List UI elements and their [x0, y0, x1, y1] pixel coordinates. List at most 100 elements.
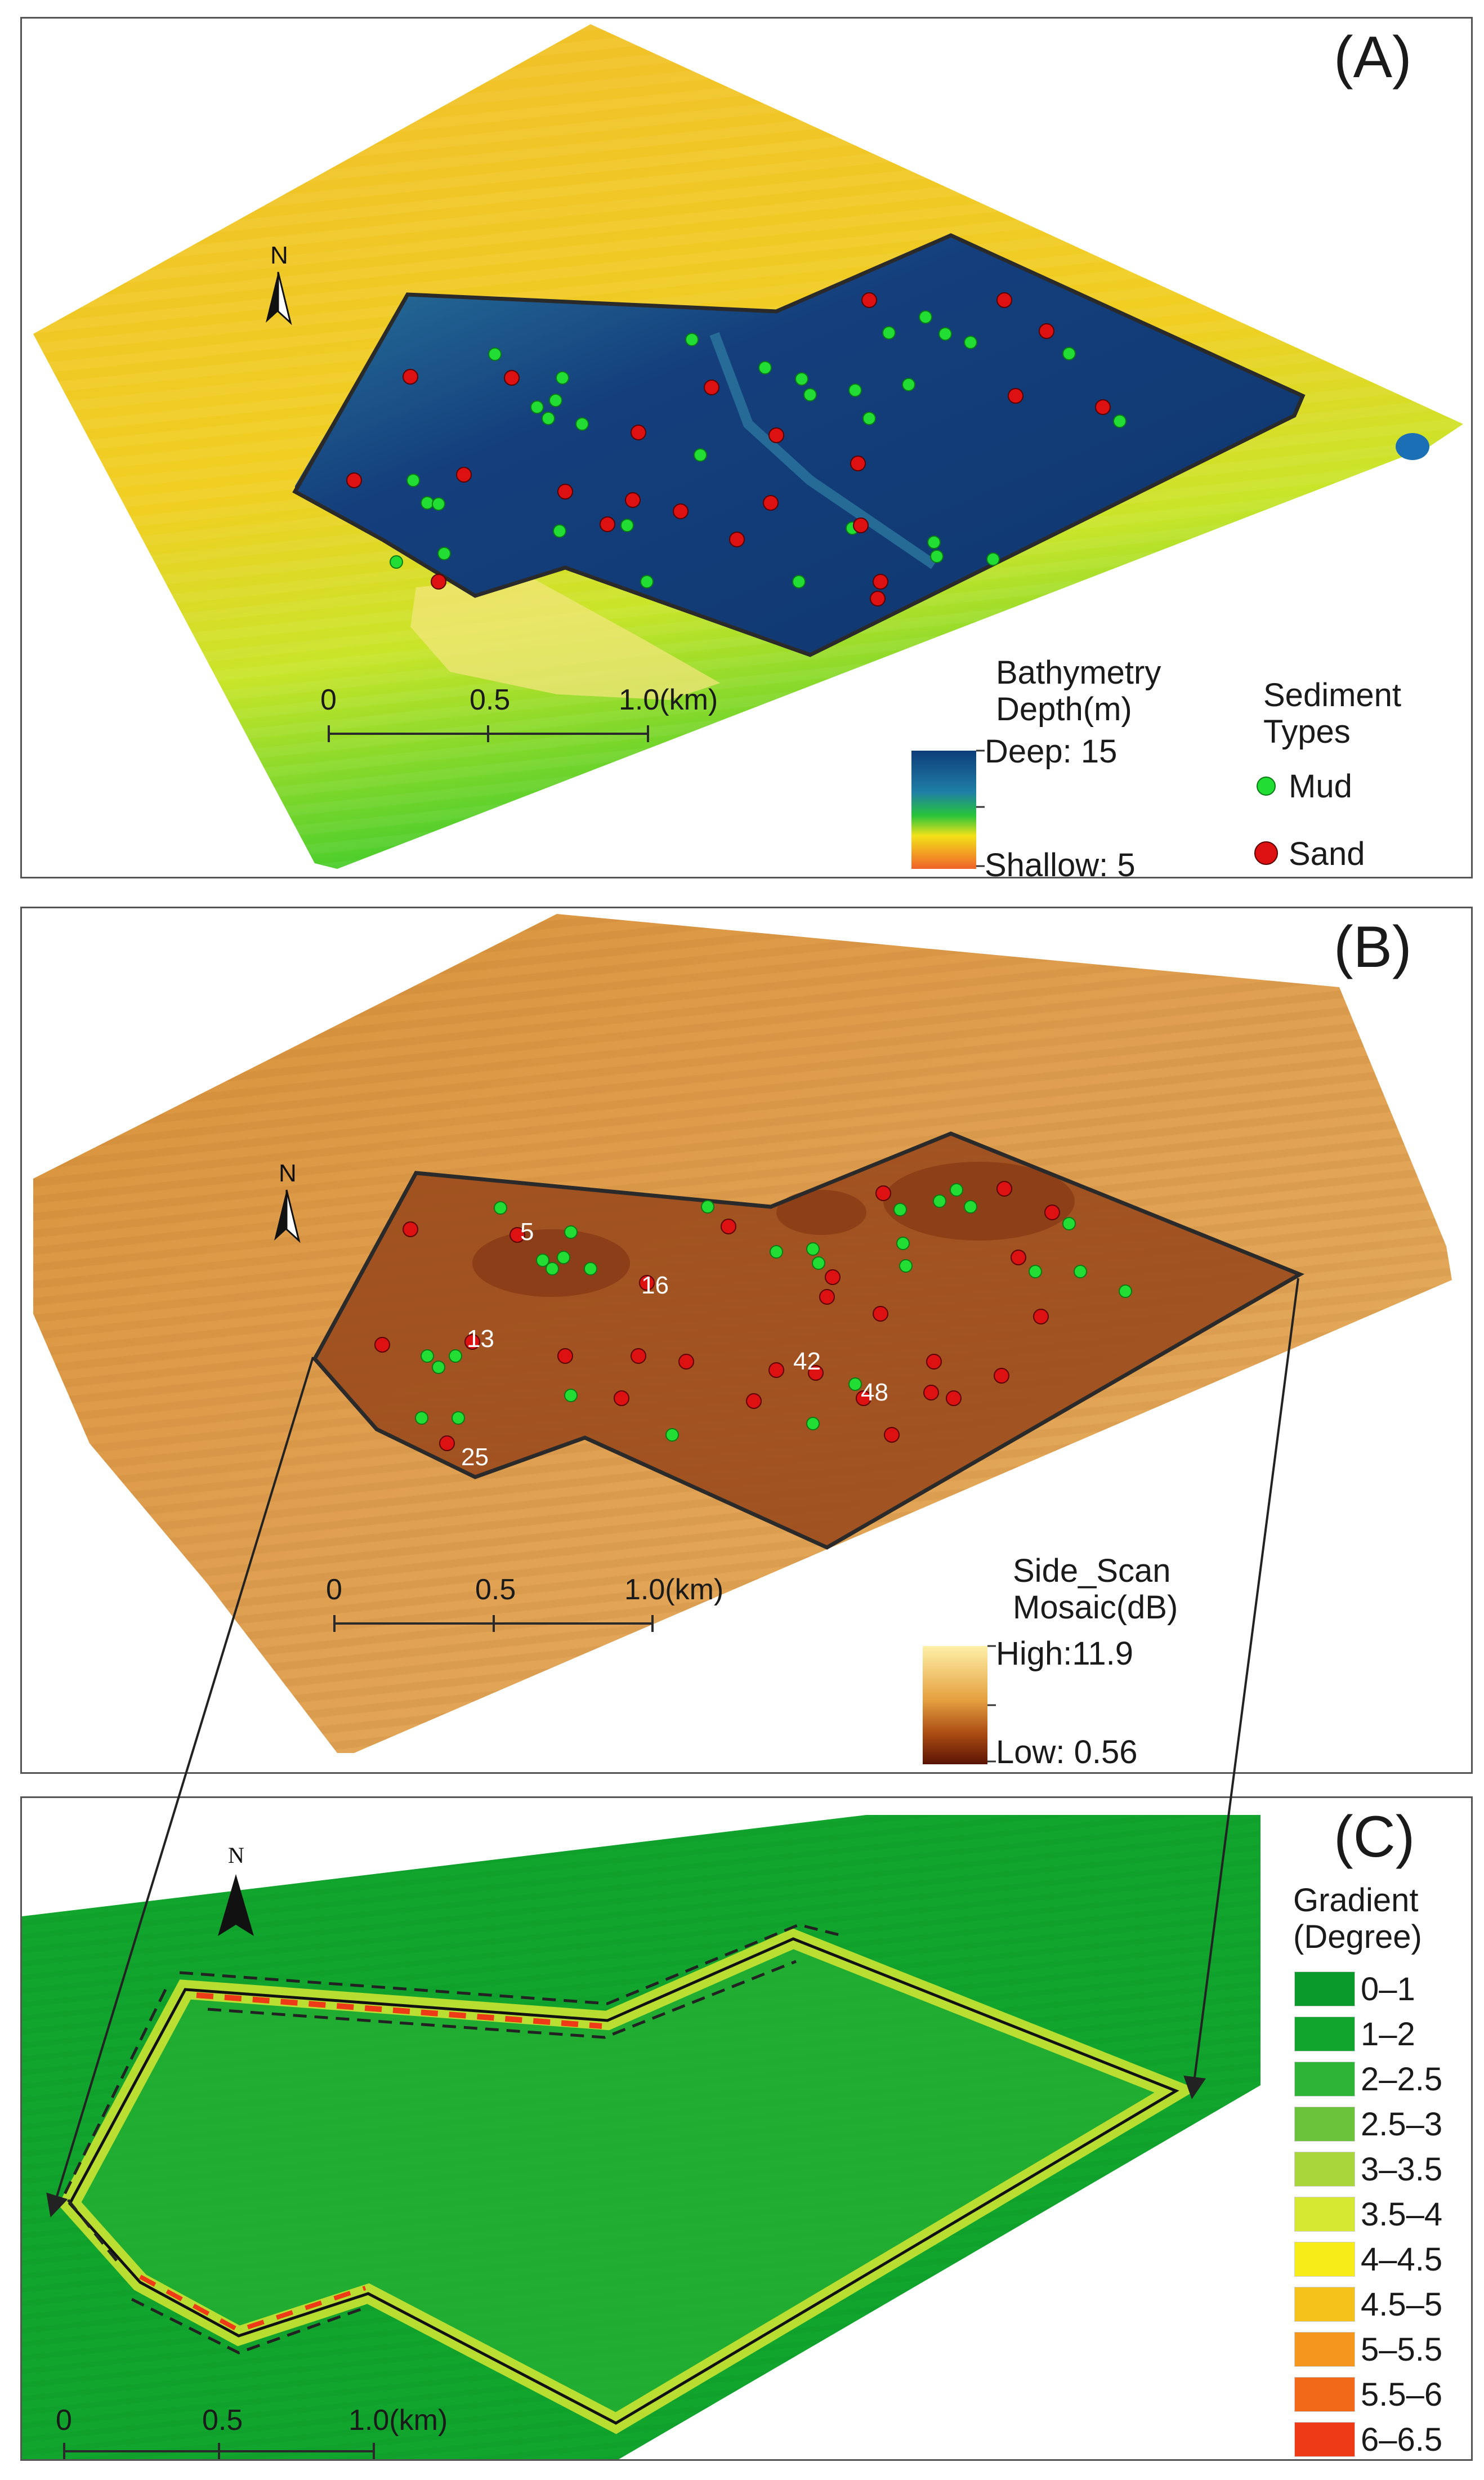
mud-sample-marker — [542, 412, 555, 425]
mud-sample-marker — [452, 1412, 464, 1424]
sand-sample-marker — [873, 574, 888, 589]
mud-sample-marker — [584, 1263, 597, 1275]
sand-sample-marker — [1008, 389, 1023, 403]
sand-label: Sand — [1289, 835, 1365, 873]
mud-sample-marker — [931, 550, 943, 563]
mud-sample-marker — [1063, 1217, 1075, 1230]
mud-sample-marker — [894, 1203, 906, 1216]
sediment-legend-title: Sediment Types — [1263, 677, 1401, 751]
scale-label-0: 0 — [320, 683, 337, 717]
gradient-swatch — [1294, 1971, 1355, 2006]
sand-sample-marker — [1034, 1309, 1048, 1324]
mud-sample-marker — [807, 1243, 819, 1255]
mud-sample-marker — [621, 519, 633, 532]
bathymetry-title-line-2: Depth(m) — [996, 692, 1161, 728]
sand-sample-marker — [631, 1349, 646, 1363]
mud-sample-marker — [849, 1378, 861, 1390]
gradient-class-label: 4.5–5 — [1361, 2286, 1442, 2323]
mud-sample-marker — [390, 556, 403, 568]
mud-sample-marker — [553, 525, 566, 537]
sand-sample-marker — [704, 380, 719, 395]
gradient-swatch — [1294, 2152, 1355, 2187]
gradient-swatch — [1294, 2062, 1355, 2097]
mud-sample-marker — [1119, 1285, 1132, 1297]
mosaic-title-line-1: Side_Scan — [1013, 1553, 1178, 1590]
sand-sample-marker — [1011, 1250, 1026, 1265]
sand-sample-marker — [884, 1428, 899, 1442]
sand-sample-marker — [763, 496, 778, 510]
gradient-class-label: 5.5–6 — [1361, 2376, 1442, 2414]
mud-sample-marker — [900, 1260, 912, 1272]
sand-sample-marker — [721, 1219, 736, 1234]
sand-sample-marker — [876, 1186, 891, 1201]
panel-a-bathymetry-map: N (A) Bathymetry Depth(m) Deep: 15 Shall… — [20, 17, 1473, 878]
gradient-legend-heading: Gradient (Degree) — [1293, 1883, 1422, 1956]
mud-sample-marker — [565, 1389, 577, 1402]
mud-sample-marker — [770, 1246, 783, 1258]
mud-sample-marker — [804, 389, 816, 401]
mud-sample-marker — [919, 311, 932, 323]
panel-label: (B) — [1334, 914, 1412, 981]
mud-sample-marker — [939, 328, 951, 340]
gradient-swatch — [1294, 2377, 1355, 2412]
backscatter-high-label: High:11.9 — [996, 1635, 1133, 1672]
gradient-class-label: 1–2 — [1361, 2015, 1415, 2053]
mud-sample-marker — [421, 497, 433, 509]
sand-sample-marker — [431, 574, 446, 589]
sand-sample-marker — [927, 1354, 941, 1369]
scale-label-0-5: 0.5 — [475, 1573, 516, 1607]
gradient-swatch — [1294, 2422, 1355, 2457]
panel-label: (C) — [1334, 1804, 1415, 1871]
sand-sample-marker — [946, 1391, 961, 1406]
mud-sample-marker — [415, 1412, 428, 1424]
gradient-class-label: 3.5–4 — [1361, 2196, 1442, 2233]
mud-sample-marker — [531, 401, 543, 413]
sand-sample-marker — [994, 1368, 1009, 1383]
gradient-map-canvas: N — [22, 1798, 1473, 2461]
sand-sample-marker — [862, 293, 877, 307]
bathymetry-legend-title: Bathymetry Depth(m) — [996, 655, 1161, 728]
north-label: N — [228, 1843, 244, 1868]
sand-sample-marker — [825, 1270, 840, 1284]
gradient-title-line-1: Gradient — [1293, 1883, 1422, 1919]
bathymetry-title-line-1: Bathymetry — [996, 655, 1161, 692]
mud-sample-marker — [933, 1195, 946, 1207]
gradient-class-label: 4–4.5 — [1361, 2241, 1442, 2278]
north-label: N — [270, 242, 288, 269]
gradient-swatch — [1294, 2107, 1355, 2142]
gradient-class-label: 2.5–3 — [1361, 2106, 1442, 2143]
sand-sample-marker — [769, 428, 784, 443]
mud-sample-marker — [565, 1226, 577, 1238]
mud-sample-marker — [795, 373, 808, 385]
sand-sample-marker — [1045, 1205, 1060, 1220]
scale-label-0-5: 0.5 — [470, 683, 510, 717]
mud-sample-marker — [556, 372, 569, 384]
mud-sample-marker — [432, 498, 445, 510]
bathymetry-map-canvas: N — [22, 19, 1473, 878]
mud-sample-marker — [546, 1263, 558, 1275]
sand-sample-marker — [558, 484, 573, 499]
sand-sample-marker — [631, 425, 646, 440]
sand-sample-marker — [375, 1337, 390, 1352]
sand-sample-marker — [997, 1181, 1012, 1196]
sand-sample-marker — [853, 518, 868, 533]
sample-label: 16 — [641, 1272, 669, 1300]
mud-sample-marker — [883, 327, 895, 339]
sample-label: 13 — [467, 1325, 494, 1353]
sand-sample-marker — [997, 293, 1012, 307]
sand-sample-marker — [440, 1436, 454, 1451]
side-scan-map-canvas: N — [22, 908, 1473, 1774]
depth-deep-label: Deep: 15 — [985, 733, 1117, 770]
sand-sample-marker — [403, 1222, 418, 1237]
sand-sample-marker — [730, 532, 744, 547]
mud-sample-marker — [807, 1417, 819, 1430]
sand-sample-marker — [347, 473, 361, 488]
gradient-class-label: 2–2.5 — [1361, 2060, 1442, 2098]
mud-sample-marker — [1029, 1265, 1042, 1278]
legend-sand-marker — [1255, 842, 1277, 864]
mud-sample-marker — [489, 348, 501, 360]
sand-sample-marker — [403, 369, 418, 384]
panel-b-side-scan-mosaic: N (B) Side_Scan Mosaic(dB) High:11.9 Low… — [20, 907, 1473, 1774]
mosaic-legend-title: Side_Scan Mosaic(dB) — [1013, 1553, 1178, 1626]
mud-sample-marker — [928, 536, 940, 548]
